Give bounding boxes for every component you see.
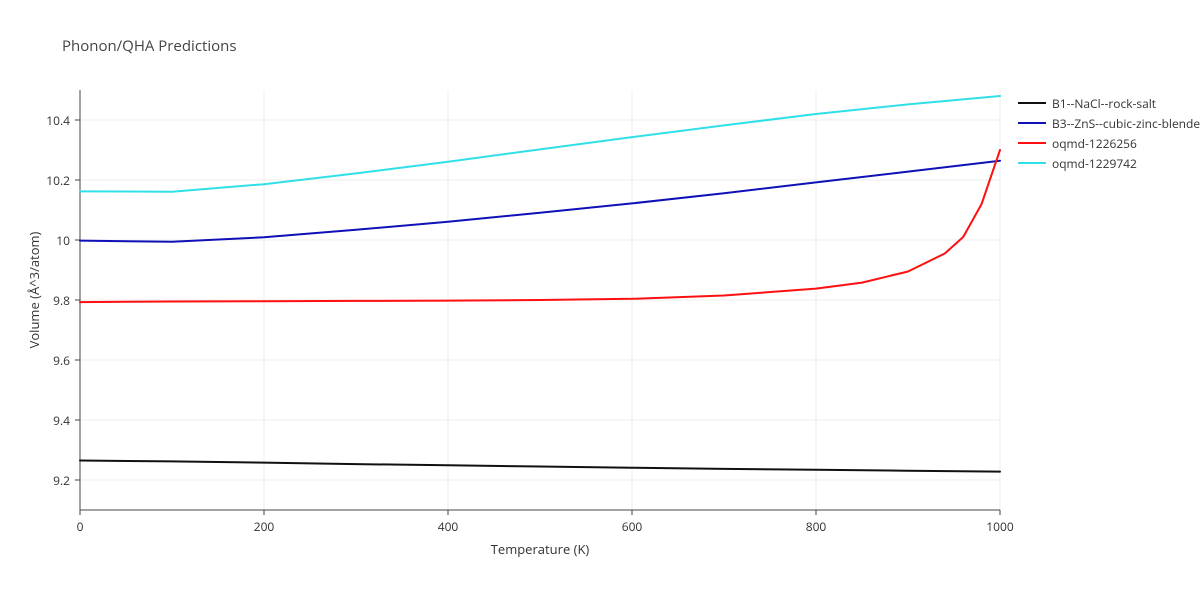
chart-legend: B1--NaCl--rock-salt B3--ZnS--cubic-zinc-b… — [1018, 94, 1200, 174]
x-axis-label: Temperature (K) — [480, 540, 600, 558]
y-tick-label: 9.6 — [53, 352, 70, 369]
x-tick-label: 0 — [65, 518, 95, 535]
y-tick-label: 9.4 — [53, 412, 70, 429]
y-tick-label: 10 — [56, 232, 70, 249]
x-tick-label: 800 — [801, 518, 831, 535]
legend-item[interactable]: B1--NaCl--rock-salt — [1018, 94, 1200, 112]
legend-label: oqmd-1229742 — [1052, 155, 1137, 172]
legend-item[interactable]: B3--ZnS--cubic-zinc-blende — [1018, 114, 1200, 132]
x-tick-label: 200 — [249, 518, 279, 535]
series-line — [80, 161, 1000, 242]
legend-label: B1--NaCl--rock-salt — [1052, 95, 1156, 112]
legend-swatch — [1018, 142, 1046, 144]
y-axis-label: Volume (Å^3/atom) — [25, 210, 43, 370]
y-tick-label: 10.4 — [46, 112, 70, 129]
y-tick-label: 9.8 — [53, 292, 70, 309]
y-tick-label: 10.2 — [46, 172, 70, 189]
x-tick-label: 1000 — [985, 518, 1015, 535]
series-line — [80, 150, 1000, 302]
chart-plot — [0, 0, 1200, 600]
legend-swatch — [1018, 102, 1046, 104]
series-line — [80, 461, 1000, 472]
legend-item[interactable]: oqmd-1226256 — [1018, 134, 1200, 152]
y-tick-label: 9.2 — [53, 472, 70, 489]
legend-label: oqmd-1226256 — [1052, 135, 1137, 152]
legend-label: B3--ZnS--cubic-zinc-blende — [1052, 115, 1200, 132]
legend-swatch — [1018, 162, 1046, 164]
x-tick-label: 600 — [617, 518, 647, 535]
legend-item[interactable]: oqmd-1229742 — [1018, 154, 1200, 172]
chart-title: Phonon/QHA Predictions — [62, 36, 237, 56]
x-tick-label: 400 — [433, 518, 463, 535]
legend-swatch — [1018, 122, 1046, 124]
